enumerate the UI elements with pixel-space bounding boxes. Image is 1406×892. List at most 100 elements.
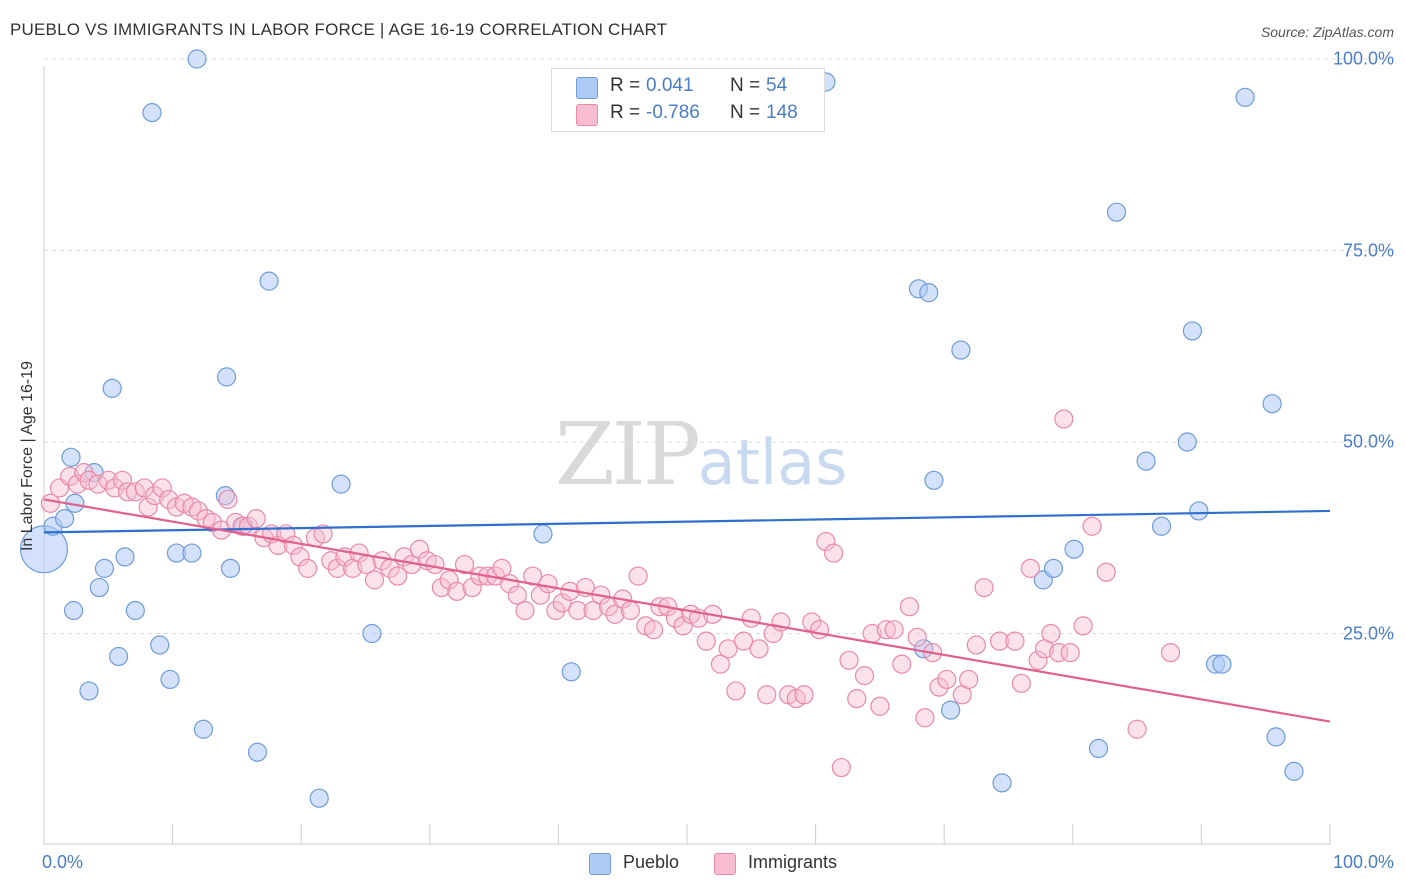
immigrant-point: [1073, 616, 1093, 636]
pueblo-point: [1212, 654, 1232, 674]
immigrant-point: [1020, 558, 1040, 578]
watermark-atlas: atlas: [697, 426, 848, 499]
legend-n-label: N =: [730, 75, 761, 96]
immigrant-point: [824, 543, 844, 563]
immigrant-point: [831, 757, 851, 778]
immigrant-point: [546, 600, 566, 621]
immigrant-point: [966, 635, 986, 655]
immigrant-point: [431, 577, 451, 598]
immigrant-point: [523, 566, 543, 586]
immigrant-point: [218, 489, 238, 510]
pueblo-point: [1284, 761, 1304, 781]
watermark: ZIPatlas: [555, 405, 847, 505]
pueblo-point: [924, 470, 944, 490]
stats-legend: R = 0.041 N = 54 R = -0.786 N = 148: [551, 68, 825, 132]
immigrant-point: [974, 577, 994, 598]
pueblo-point: [115, 547, 135, 567]
pueblo-point: [187, 49, 207, 69]
pueblo-point: [1177, 432, 1197, 452]
legend-r-label: R =: [610, 102, 641, 123]
axes: [43, 66, 1331, 845]
immigrant-point: [605, 604, 625, 624]
immigrant-point: [538, 574, 558, 594]
x-tick-label-max: 100.0%: [1332, 852, 1394, 872]
immigrant-point: [809, 620, 830, 640]
immigrant-point: [915, 708, 935, 728]
pueblo-point: [259, 271, 279, 291]
legend-n-label: N =: [730, 102, 761, 123]
immigrant-point: [937, 669, 957, 690]
immigrant-point: [98, 470, 118, 490]
immigrant-point: [290, 547, 310, 567]
pueblo-point: [108, 646, 129, 667]
pueblo-point: [1262, 394, 1282, 414]
immigrant-point: [327, 558, 347, 578]
immigrant-point: [847, 689, 867, 709]
immigrant-point: [462, 577, 482, 598]
pueblo-point: [1136, 451, 1156, 471]
immigrant-point: [152, 478, 172, 498]
immigrant-point: [144, 486, 165, 506]
immigrant-point: [388, 566, 408, 586]
legend-row-immigrants: R = -0.786 N = 148: [552, 102, 824, 128]
legend-label-immigrants: Immigrants: [748, 852, 838, 872]
immigrant-point: [741, 608, 761, 628]
pueblo-point: [217, 367, 237, 387]
pueblo-point: [79, 681, 99, 701]
legend-n-value-immigrants: 148: [766, 102, 798, 123]
pueblo-point: [1151, 516, 1172, 536]
immigrant-point: [515, 600, 535, 621]
legend-row-pueblo: R = 0.041 N = 54: [552, 75, 824, 101]
pueblo-point: [125, 600, 145, 621]
immigrant-point: [839, 650, 859, 670]
x-tick-label-min: 0.0%: [42, 852, 84, 872]
legend-label-pueblo: Pueblo: [623, 852, 680, 872]
grid-lines: [44, 58, 1392, 634]
immigrant-point: [67, 474, 88, 494]
immigrant-point: [159, 489, 179, 510]
immigrant-point: [628, 566, 648, 586]
pueblo-point: [1088, 738, 1109, 759]
immigrant-point: [876, 620, 896, 640]
pueblo-point: [61, 447, 81, 467]
legend-swatch-immigrants: [714, 853, 736, 875]
immigrant-point: [1011, 673, 1031, 693]
pueblo-point: [951, 340, 971, 360]
immigrant-point: [439, 570, 459, 590]
pueblo-point: [1189, 501, 1209, 521]
pueblo-point: [150, 635, 170, 655]
pueblo-point: [63, 600, 84, 621]
immigrant-point: [364, 570, 385, 590]
pueblo-point: [1043, 558, 1064, 578]
pueblo-point: [362, 623, 382, 644]
immigrant-point: [959, 669, 979, 690]
pueblo-point: [1266, 727, 1286, 747]
immigrant-point: [583, 600, 603, 621]
pueblo-point: [941, 700, 961, 720]
pueblo-point: [331, 474, 351, 494]
immigrant-point: [929, 677, 949, 697]
immigrant-point: [112, 470, 133, 490]
immigrant-point: [892, 654, 912, 674]
immigrant-point: [696, 631, 716, 651]
immigrant-point: [907, 627, 927, 647]
pueblo-point: [193, 719, 214, 739]
immigrant-point: [1082, 516, 1102, 536]
pueblo-point: [247, 742, 268, 762]
y-tick-label: 50.0%: [1342, 431, 1394, 452]
immigrant-point: [870, 696, 890, 716]
immigrant-point: [1160, 643, 1181, 663]
immigrant-point: [1096, 562, 1116, 582]
immigrants-series: [40, 409, 1181, 778]
immigrant-point: [409, 539, 430, 559]
pueblo-point: [1235, 87, 1255, 107]
legend-r-label: R =: [610, 75, 641, 96]
immigrant-point: [854, 666, 875, 686]
immigrant-point: [60, 466, 80, 487]
pueblo-point: [1182, 321, 1202, 341]
immigrant-point: [138, 497, 158, 517]
immigrant-point: [794, 685, 814, 705]
immigrant-point: [884, 620, 904, 640]
immigrant-point: [1005, 631, 1025, 651]
